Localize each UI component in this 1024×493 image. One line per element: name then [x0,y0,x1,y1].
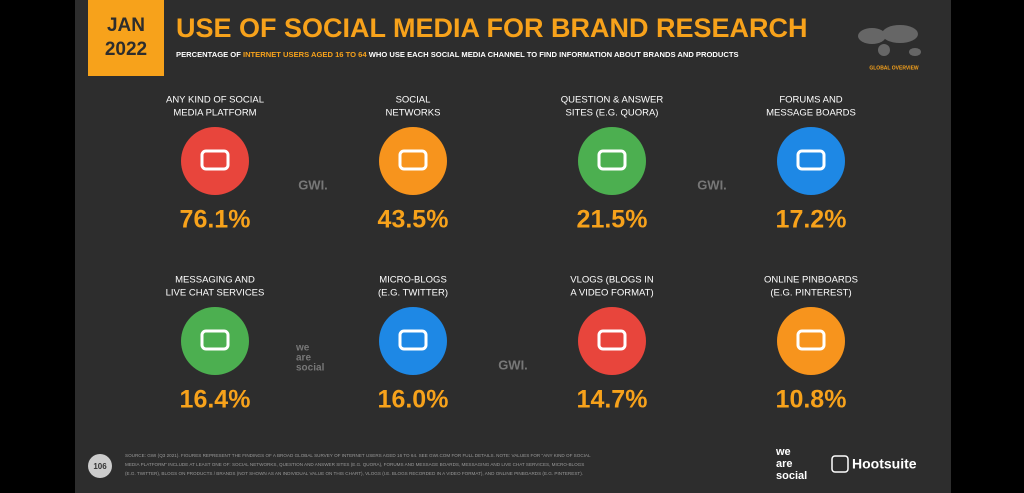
item-icon [777,307,845,375]
item-icon [379,127,447,195]
date-box [88,0,164,76]
item-label: SOCIAL [396,95,431,106]
date-year: 2022 [105,39,147,60]
item-value: 17.2% [776,206,847,234]
item-value: 16.4% [180,386,251,414]
icon-glyph [597,329,627,351]
icon-glyph [597,149,627,171]
item-icon [379,307,447,375]
icon-glyph [398,329,428,351]
subtitle-part: WHO USE EACH SOCIAL MEDIA CHANNEL TO FIN… [367,50,739,59]
item-label: (E.G. PINTEREST) [770,288,851,299]
icon-glyph [796,329,826,351]
stat-grid: ANY KIND OF SOCIAL MEDIA PLATFORM 76.1% SOC… [166,95,858,414]
subtitle-part: PERCENTAGE OF [176,50,243,59]
item-label: MESSAGING AND [175,275,255,286]
item-value: 43.5% [378,206,449,234]
hootsuite-icon [831,455,849,473]
title: USE OF SOCIAL MEDIA FOR BRAND RESEARCH [176,13,808,43]
watermark: GWI. [498,357,528,372]
source-line: SOURCE: GWI (Q3 2021). FIGURES REPRESENT… [125,453,591,458]
item-label: NETWORKS [386,108,441,119]
item-label: QUESTION & ANSWER [561,95,664,106]
item-label: ONLINE PINBOARDS [764,275,858,286]
source-line: MEDIA PLATFORM" INCLUDE AT LEAST ONE OF:… [125,462,584,467]
item-label: (E.G. TWITTER) [378,288,448,299]
item-label: FORUMS AND [779,95,842,106]
item-icon [777,127,845,195]
source-line: (E.G. TWITTER), BLOGS ON PRODUCTS / BRAN… [125,471,583,476]
watermark: we [295,343,310,354]
item-label: A VIDEO FORMAT) [570,288,653,299]
item-label: ANY KIND OF SOCIAL [166,95,264,106]
watermark: GWI. [298,177,328,192]
watermark: are [296,353,311,364]
icon-glyph [200,329,230,351]
item-value: 21.5% [577,206,648,234]
watermark: social [296,363,325,374]
item-label: MEDIA PLATFORM [173,108,256,119]
slide-bg [75,0,951,493]
subtitle-highlight: INTERNET USERS AGED 16 TO 64 [243,50,367,59]
subtitle: PERCENTAGE OF INTERNET USERS AGED 16 TO … [176,50,739,59]
item-value: 10.8% [776,386,847,414]
item-label: MICRO-BLOGS [379,275,447,286]
date-month: JAN [107,15,145,36]
item-label: SITES (E.G. QUORA) [566,108,659,119]
logo-text: social [776,470,807,482]
watermarks: GWI. GWI. GWI. we are social [295,177,727,373]
item-label: VLOGS (BLOGS IN [570,275,654,286]
item-label: LIVE CHAT SERVICES [166,288,265,299]
page-badge [88,454,112,478]
watermark: GWI. [697,177,727,192]
badge: GLOBAL OVERVIEW [869,65,919,71]
item-value: 76.1% [180,206,251,234]
item-value: 14.7% [577,386,648,414]
world-map [858,25,921,56]
icon-glyph [796,149,826,171]
icon-glyph [398,149,428,171]
item-icon [181,307,249,375]
item-icon [578,307,646,375]
item-value: 16.0% [378,386,449,414]
page-number: 106 [93,462,107,471]
logo-text: are [776,458,793,470]
item-icon [578,127,646,195]
logo-text: Hootsuite [852,456,917,472]
item-label: MESSAGE BOARDS [766,108,856,119]
logo-text: we [775,446,791,458]
item-icon [181,127,249,195]
icon-glyph [200,149,230,171]
